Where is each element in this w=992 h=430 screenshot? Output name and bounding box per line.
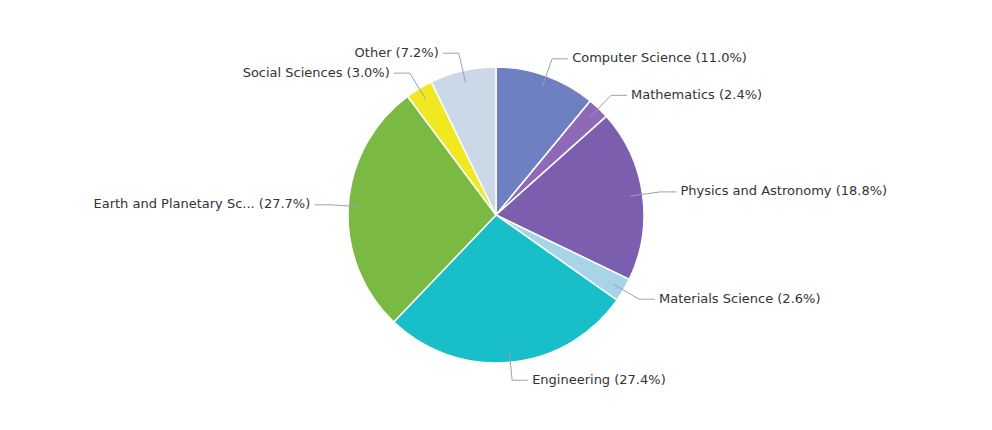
slice-label: Computer Science (11.0%) (572, 50, 747, 65)
pie-slice (431, 67, 496, 215)
leader-line (590, 95, 627, 117)
slice-label: Engineering (27.4%) (532, 372, 666, 387)
leader-line (542, 59, 568, 87)
chart-container: Computer Science (11.0%) Mathematics (2.4… (0, 0, 992, 430)
slice-label: Social Sciences (3.0%) (243, 65, 390, 80)
leader-line (443, 53, 466, 82)
leader-line (314, 205, 360, 207)
slice-label: Mathematics (2.4%) (631, 87, 762, 102)
leader-lines (314, 53, 676, 380)
leader-line (509, 350, 528, 380)
slice-label: Physics and Astronomy (18.8%) (680, 183, 887, 198)
slices (348, 67, 644, 363)
slice-label: Earth and Planetary Sc... (27.7%) (93, 196, 310, 211)
leader-line (631, 192, 677, 196)
leader-line (613, 284, 655, 299)
labels: Computer Science (11.0%) Mathematics (2.4… (93, 45, 887, 387)
pie-chart: Computer Science (11.0%) Mathematics (2.4… (0, 0, 992, 430)
slice-label: Other (7.2%) (355, 45, 439, 60)
leader-line (394, 73, 426, 99)
slice-label: Materials Science (2.6%) (659, 291, 820, 306)
